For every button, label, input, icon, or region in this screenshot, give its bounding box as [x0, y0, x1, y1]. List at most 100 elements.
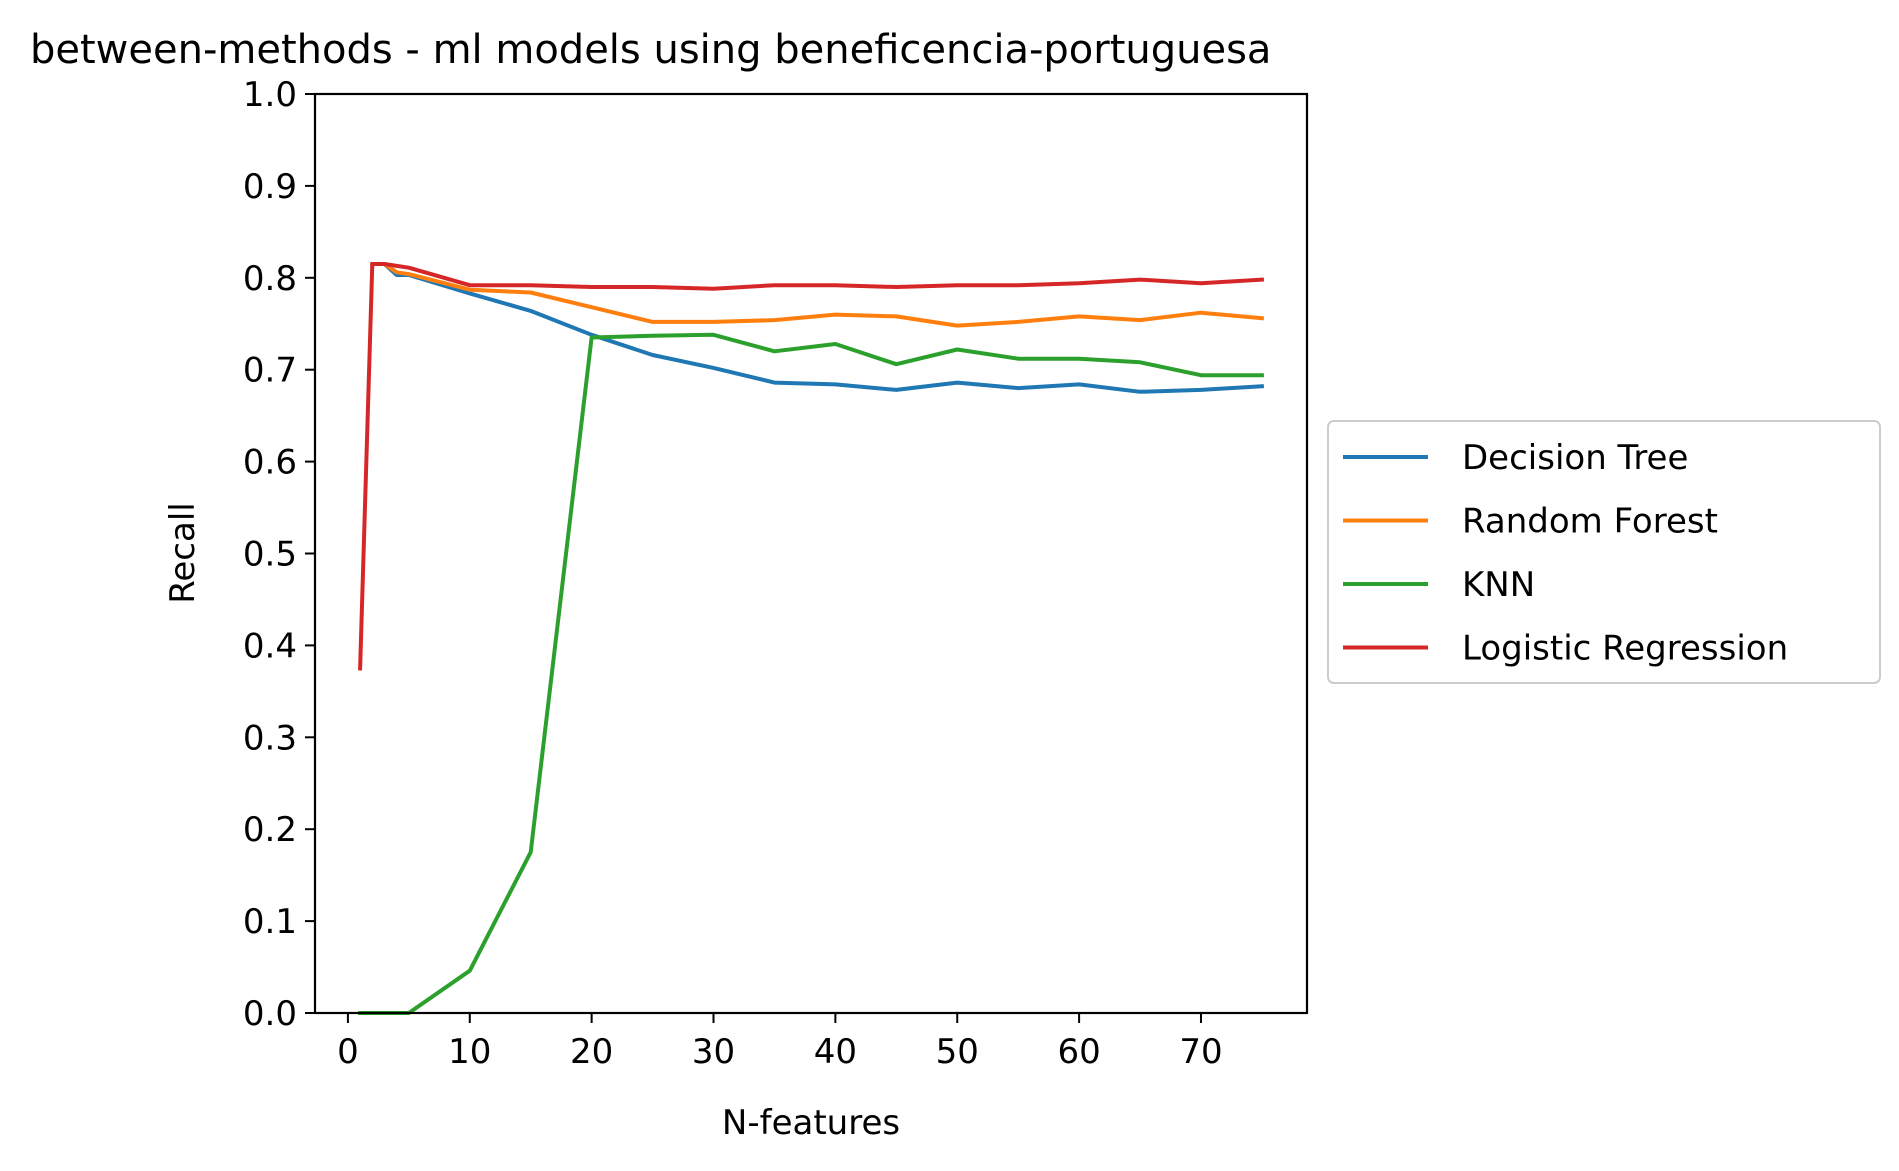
y-tick-label-8: 0.8	[243, 259, 297, 299]
data-point-3-10	[772, 283, 776, 287]
legend-label-1: Random Forest	[1462, 502, 1718, 542]
y-tick-label-6: 0.6	[243, 443, 297, 483]
data-point-1-12	[955, 324, 959, 328]
x-tick-label-6: 60	[1057, 1032, 1100, 1072]
data-point-3-0	[358, 666, 362, 670]
data-point-1-11	[894, 314, 898, 318]
data-point-1-9	[772, 318, 776, 322]
data-point-2-6	[529, 850, 533, 854]
x-tick-label-3: 30	[692, 1032, 735, 1072]
data-point-3-9	[712, 287, 716, 291]
x-axis: 0 10 20 30 40 50 60 70	[337, 1013, 1223, 1072]
data-point-0-12	[955, 381, 959, 385]
y-tick-label-2: 0.2	[243, 810, 297, 850]
data-point-3-7	[590, 285, 594, 289]
legend-item-2: KNN	[1343, 565, 1535, 605]
data-point-2-17	[1199, 373, 1203, 377]
data-point-3-1	[370, 262, 374, 266]
y-tick-label-1: 0.1	[243, 902, 297, 942]
data-point-2-14	[1016, 357, 1020, 361]
series-layer	[358, 262, 1265, 1015]
data-point-3-18	[1260, 278, 1264, 282]
chart-title: between-methods - ml models using benefi…	[30, 27, 1271, 73]
data-point-0-17	[1260, 384, 1264, 388]
data-point-2-9	[712, 333, 716, 337]
data-point-2-10	[772, 349, 776, 353]
series-line-3	[358, 262, 1265, 671]
y-tick-label-0: 0.0	[243, 994, 297, 1034]
legend-frame	[1327, 420, 1881, 684]
data-point-1-6	[590, 305, 594, 309]
y-axis-label: Recall	[163, 502, 203, 603]
data-point-2-5	[468, 969, 472, 973]
data-point-3-17	[1199, 281, 1203, 285]
data-point-3-11	[833, 283, 837, 287]
data-point-0-8	[712, 366, 716, 370]
legend-label-2: KNN	[1462, 565, 1535, 605]
plot-frame	[313, 92, 1309, 1015]
x-tick-label-1: 10	[448, 1032, 491, 1072]
y-tick-label-4: 0.4	[243, 626, 297, 666]
data-point-3-5	[468, 283, 472, 287]
x-tick-label-5: 50	[936, 1032, 979, 1072]
data-point-3-13	[955, 283, 959, 287]
data-point-2-8	[651, 334, 655, 338]
data-point-2-15	[1077, 357, 1081, 361]
data-point-0-16	[1199, 388, 1203, 392]
y-tick-label-7: 0.7	[243, 351, 297, 391]
data-point-1-5	[529, 291, 533, 295]
data-point-1-4	[468, 288, 472, 292]
data-point-3-4	[407, 266, 411, 270]
data-point-2-12	[894, 362, 898, 366]
data-point-1-17	[1260, 316, 1264, 320]
data-point-1-8	[712, 320, 716, 324]
x-tick-label-7: 70	[1179, 1032, 1222, 1072]
data-point-0-5	[529, 309, 533, 313]
data-point-0-11	[894, 388, 898, 392]
y-tick-label-3: 0.3	[243, 718, 297, 758]
data-point-3-12	[894, 285, 898, 289]
y-tick-label-10: 1.0	[243, 75, 297, 115]
data-point-2-7	[590, 336, 594, 340]
legend-items: Decision Tree Random Forest KNN Logistic Re…	[1343, 438, 1788, 669]
legend-item-0: Decision Tree	[1343, 438, 1688, 478]
series-1	[370, 262, 1265, 328]
data-point-1-2	[395, 270, 399, 274]
data-point-1-16	[1199, 311, 1203, 315]
y-tick-label-9: 0.9	[243, 167, 297, 207]
data-point-3-15	[1077, 281, 1081, 285]
x-tick-label-4: 40	[814, 1032, 857, 1072]
data-point-0-4	[468, 291, 472, 295]
legend: Decision Tree Random Forest KNN Logistic Re…	[1327, 420, 1881, 684]
data-point-0-7	[651, 353, 655, 357]
data-point-0-13	[1016, 386, 1020, 390]
legend-item-1: Random Forest	[1343, 502, 1718, 542]
y-tick-label-5: 0.5	[243, 535, 297, 575]
series-line-0	[370, 262, 1265, 394]
data-point-0-10	[833, 382, 837, 386]
data-point-3-6	[529, 283, 533, 287]
data-point-0-9	[772, 381, 776, 385]
series-line-1	[370, 262, 1265, 328]
y-axis: 0.0 0.1 0.2 0.3 0.4 0.5 0.6 0.7 0.8 0.9 1.0	[243, 75, 315, 1034]
x-axis-label: N-features	[722, 1103, 900, 1143]
data-point-1-13	[1016, 320, 1020, 324]
data-point-3-3	[395, 264, 399, 268]
data-point-0-14	[1077, 382, 1081, 386]
series-2	[358, 332, 1264, 1015]
data-point-1-14	[1077, 314, 1081, 318]
data-point-2-16	[1138, 360, 1142, 364]
x-tick-label-2: 20	[570, 1032, 613, 1072]
x-tick-label-0: 0	[337, 1032, 359, 1072]
data-point-2-13	[955, 348, 959, 352]
data-point-1-3	[407, 272, 411, 276]
data-point-3-14	[1016, 283, 1020, 287]
series-3	[358, 262, 1265, 671]
data-point-3-2	[383, 262, 387, 266]
data-point-1-15	[1138, 318, 1142, 322]
data-point-3-8	[651, 285, 655, 289]
data-point-2-11	[833, 342, 837, 346]
legend-label-0: Decision Tree	[1462, 438, 1688, 478]
